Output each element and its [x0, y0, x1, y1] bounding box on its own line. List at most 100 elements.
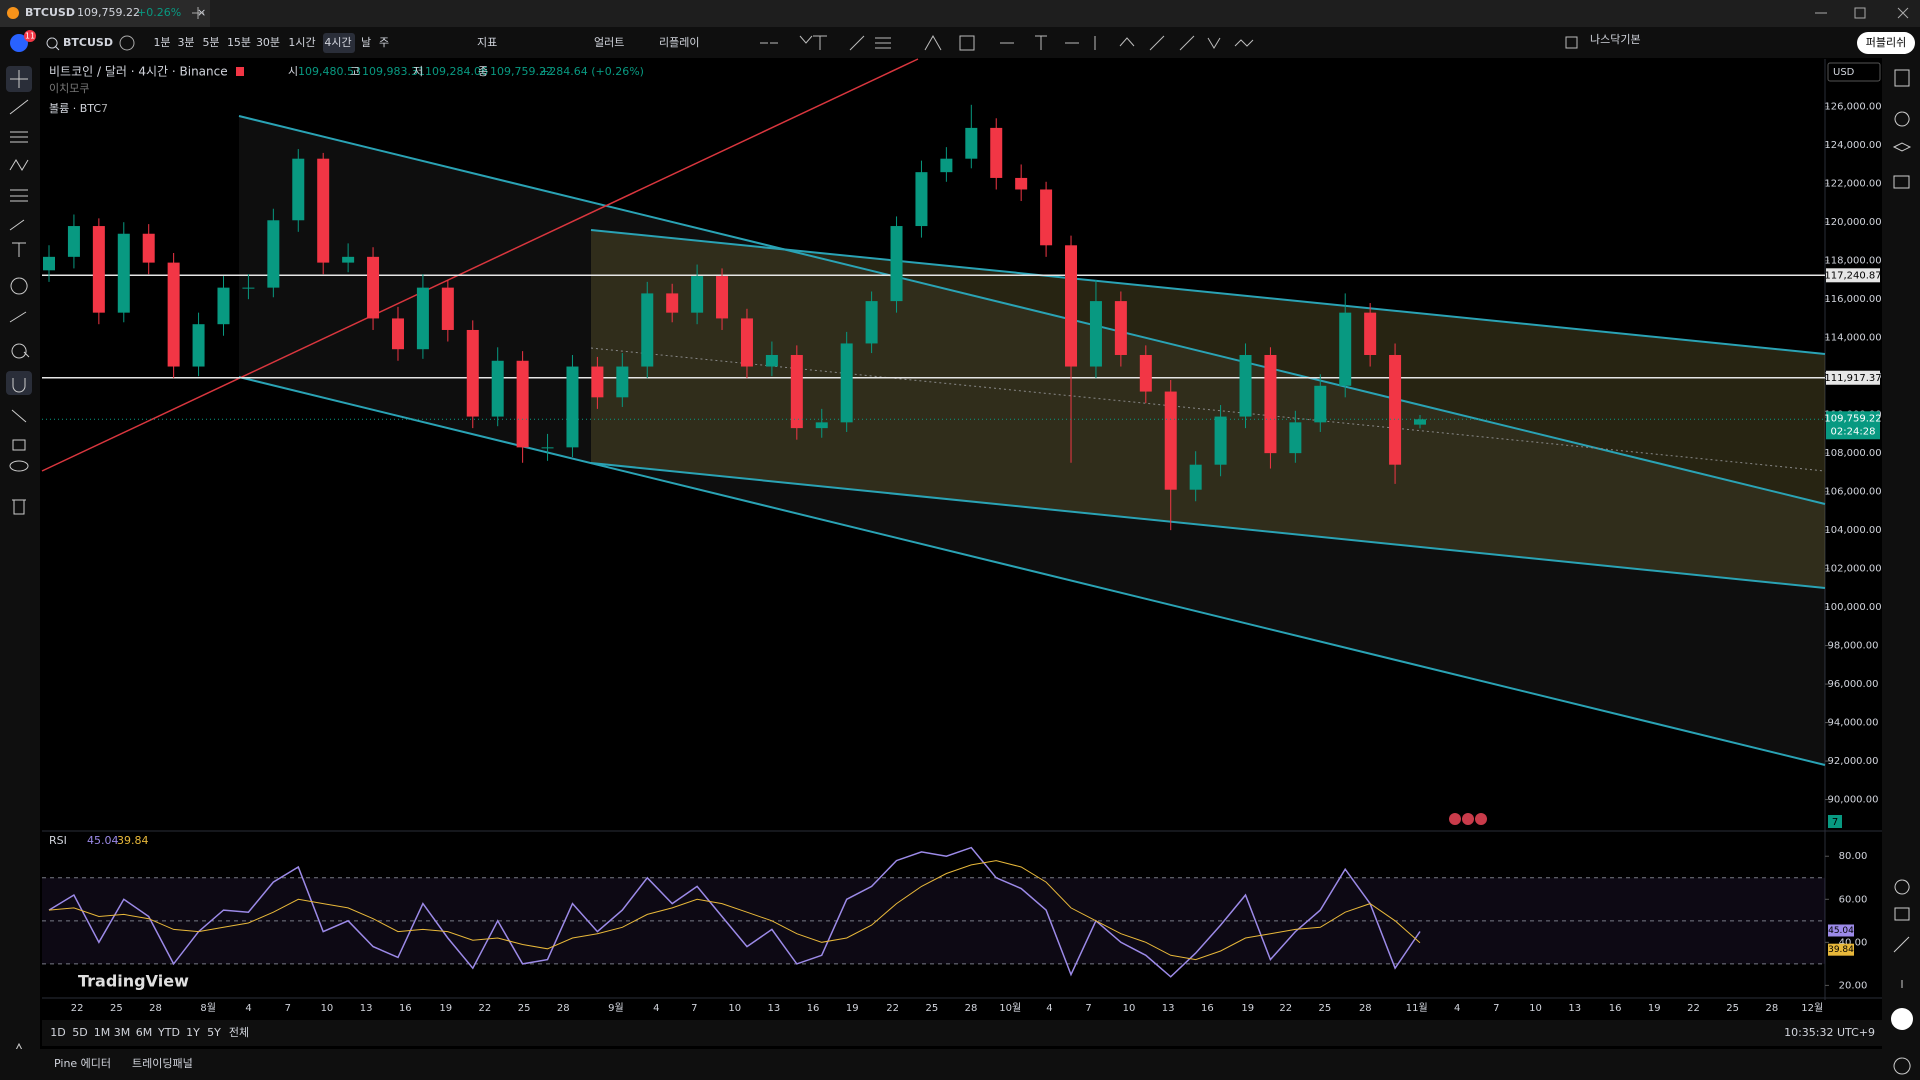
active-tab[interactable]	[0, 0, 210, 27]
window-controls[interactable]	[1815, 7, 1909, 19]
replay-button[interactable]: 리플레이	[659, 36, 699, 49]
range-button[interactable]: 3M	[114, 1026, 131, 1039]
x-tick-label: 28	[1765, 1003, 1778, 1014]
legend-high-label: 고	[350, 65, 360, 78]
interval-button[interactable]: 5분	[202, 36, 219, 49]
event-icon[interactable]	[1475, 813, 1487, 825]
badge-bg	[24, 30, 36, 42]
x-tick-label: 22	[1279, 1003, 1292, 1014]
volume-value: 7	[101, 102, 108, 115]
layout-checkbox[interactable]	[1565, 36, 1578, 49]
interval-button[interactable]: 30분	[256, 36, 280, 49]
channel-line[interactable]	[590, 229, 1826, 355]
x-tick-label: 16	[807, 1003, 820, 1014]
legend-change: +284.64 (+0.26%)	[540, 65, 644, 78]
new-tab[interactable]	[192, 7, 204, 19]
interval-button[interactable]: 1분	[153, 36, 170, 49]
layout-name[interactable]: 나스닥기본	[1590, 33, 1641, 46]
x-tick-label: 28	[557, 1003, 570, 1014]
search-icon[interactable]	[46, 37, 60, 51]
x-tick-label: 11월	[1406, 1002, 1428, 1014]
publish-button[interactable]	[1857, 32, 1915, 54]
rsi-value-tag-label: 39.84	[1828, 945, 1854, 955]
event-icon[interactable]	[1462, 813, 1474, 825]
range-button[interactable]: 1D	[50, 1026, 65, 1039]
range-button[interactable]: 5Y	[207, 1026, 221, 1039]
event-icon[interactable]	[1449, 813, 1461, 825]
candle-body	[865, 301, 878, 344]
active-interval[interactable]	[323, 33, 355, 53]
y-tick-label: 100,000.00	[1824, 602, 1881, 613]
legend-low: 109,284.06	[425, 65, 488, 78]
pine-editor-tab[interactable]: Pine 에디터	[54, 1057, 111, 1070]
channel-line[interactable]	[238, 376, 1826, 766]
rsi-value-tag-label: 45.04	[1828, 926, 1854, 936]
toolbar-symbol[interactable]: BTCUSD	[63, 36, 113, 49]
y-tick-label: 102,000.00	[1824, 564, 1881, 575]
candle-body	[43, 256, 55, 271]
candle-body	[591, 366, 604, 398]
candle-body	[1414, 419, 1426, 425]
rsi-value-tag	[1828, 943, 1854, 956]
candle-body	[1015, 177, 1028, 190]
left-tools[interactable]	[9, 70, 30, 359]
legend-close: 109,759.22	[490, 65, 553, 78]
candle-body	[1065, 245, 1078, 367]
currency-box[interactable]	[1827, 62, 1881, 82]
candle-body	[1164, 391, 1177, 490]
range-button[interactable]: 1Y	[186, 1026, 200, 1039]
range-button[interactable]: 전체	[229, 1026, 249, 1039]
candle-body	[192, 324, 205, 367]
range-bar	[42, 1020, 1882, 1046]
publish-label[interactable]: 퍼블리쉬	[1866, 36, 1906, 49]
range-button[interactable]: 1M	[94, 1026, 111, 1039]
compare-icon[interactable]	[119, 35, 135, 51]
interval-button[interactable]: 15분	[227, 36, 251, 49]
horizontal-line-tag	[1826, 370, 1880, 385]
y-tick-label: 92,000.00	[1828, 756, 1879, 767]
y-tick-label: 90,000.00	[1828, 795, 1879, 806]
magnet-tool[interactable]	[6, 371, 32, 395]
tab-price: 109,759.22	[77, 6, 140, 19]
chart-title: 비트코인 / 달러 · 4시간 · Binance	[49, 65, 228, 79]
y-tick-label: 116,000.00	[1824, 294, 1881, 305]
volume-axis-value: 7	[1832, 817, 1838, 828]
indicators-button[interactable]: 지표	[477, 36, 497, 49]
clock[interactable]: 10:35:32 UTC+9	[1784, 1026, 1875, 1039]
legend-close-label: 종	[478, 65, 488, 78]
interval-button[interactable]: 3분	[177, 36, 194, 49]
trading-panel-tab[interactable]: 트레이딩패널	[132, 1057, 193, 1070]
range-button[interactable]: 6M	[136, 1026, 153, 1039]
apps-button[interactable]	[1891, 1008, 1913, 1030]
flag-icon[interactable]	[236, 67, 244, 76]
currency[interactable]: USD	[1833, 67, 1855, 78]
x-tick-label: 13	[1568, 1003, 1581, 1014]
candle-body	[940, 158, 953, 173]
range-button[interactable]: 5D	[72, 1026, 87, 1039]
alerts-button[interactable]: 얼러트	[594, 35, 624, 49]
ichimoku-label[interactable]: 이치모쿠	[49, 82, 89, 95]
interval-button[interactable]: 주	[379, 36, 389, 49]
rsi-value: 45.04	[87, 834, 119, 847]
x-tick-label: 4	[1454, 1003, 1460, 1014]
drawing-tools[interactable]	[760, 34, 1254, 51]
interval-button[interactable]: 1시간	[288, 36, 315, 49]
x-tick-label: 10	[1529, 1003, 1542, 1014]
volume-label[interactable]: 볼륨 · BTC	[49, 102, 101, 115]
tab-symbol[interactable]: BTCUSD	[25, 6, 75, 19]
notification-badge: 11	[25, 32, 35, 41]
channel-line[interactable]	[238, 115, 1826, 505]
interval-button[interactable]: 4시간	[324, 36, 351, 49]
interval-button[interactable]: 날	[361, 36, 371, 49]
right-tools[interactable]	[1892, 69, 1912, 1075]
avatar[interactable]	[10, 34, 28, 52]
trend-line[interactable]	[41, 58, 919, 472]
x-tick-label: 16	[1609, 1003, 1622, 1014]
x-tick-label: 28	[149, 1003, 162, 1014]
range-button[interactable]: YTD	[157, 1026, 180, 1039]
left-tools-2[interactable]	[9, 378, 29, 515]
bottom-panel	[0, 1049, 1882, 1080]
x-tick-label: 7	[1085, 1003, 1091, 1014]
channel-line[interactable]	[590, 462, 1826, 589]
rsi-ma-value: 39.84	[117, 834, 149, 847]
